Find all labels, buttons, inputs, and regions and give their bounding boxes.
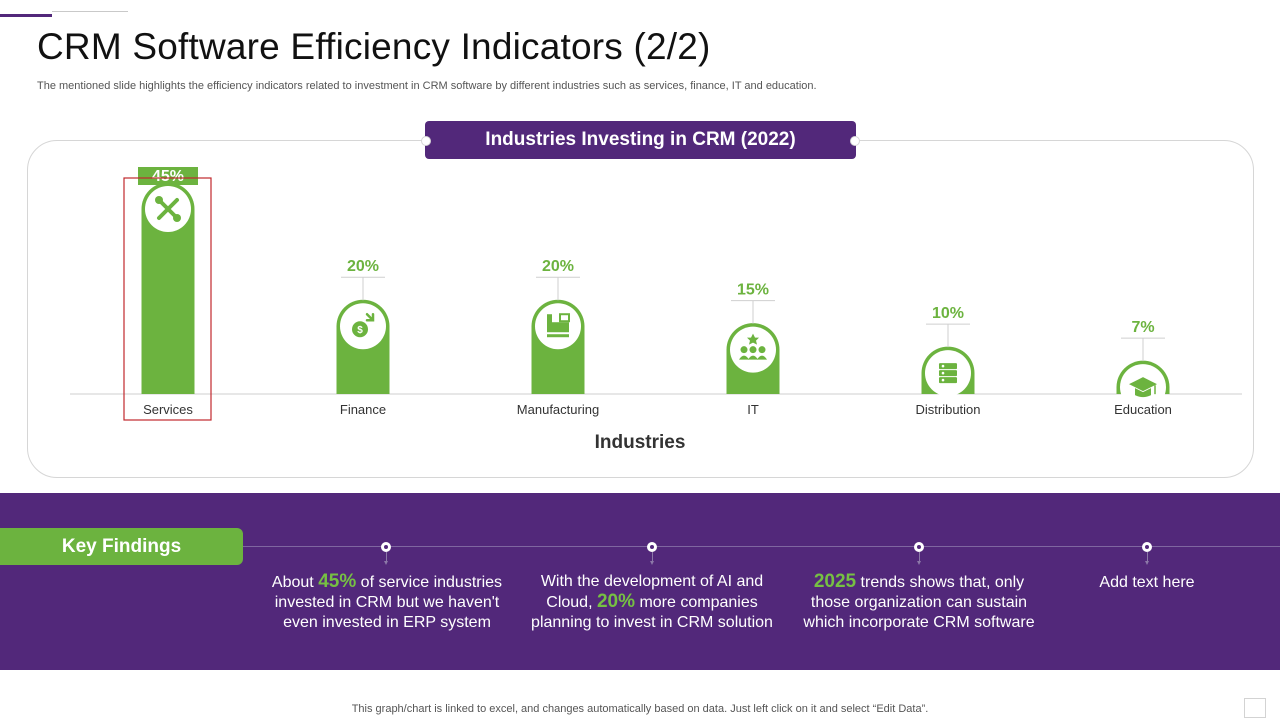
x-tick-label: Education (1114, 402, 1172, 417)
finding-2-post: more companies planning to invest in CRM… (531, 594, 773, 631)
server-icon (939, 363, 957, 384)
x-axis-title: Industries (594, 432, 686, 453)
timeline-dot-2 (647, 542, 657, 552)
value-label: 15% (737, 282, 769, 299)
bar-services (141, 182, 195, 394)
finding-1-post: of service industries invested in CRM bu… (274, 574, 503, 631)
finding-2-highlight: 20% (596, 591, 635, 612)
slide-corner-box (1244, 698, 1266, 718)
timeline-arrow-icon (384, 561, 388, 565)
timeline-dot-3 (914, 542, 924, 552)
x-tick-label: Services (143, 402, 193, 417)
timeline-arrow-icon (1145, 561, 1149, 565)
timeline-arrow-icon (650, 561, 654, 565)
chart-card (27, 140, 1254, 478)
value-label: 20% (542, 258, 574, 275)
finding-4[interactable]: Add text here (1022, 572, 1272, 593)
timeline-dot-1 (381, 542, 391, 552)
finding-4-placeholder[interactable]: Add text here (1099, 574, 1195, 591)
key-findings-badge: Key Findings (0, 528, 243, 565)
title-accent-rule (52, 11, 128, 12)
value-label: 45% (152, 168, 184, 185)
team-icon (739, 333, 767, 360)
finding-2-pre: With the development of AI and Cloud, (540, 573, 764, 611)
finding-2: With the development of AI and Cloud, 20… (527, 572, 777, 633)
x-tick-label: Finance (340, 402, 386, 417)
value-label: 20% (347, 258, 379, 275)
finding-3-post: trends shows that, only those organizati… (803, 574, 1035, 631)
x-tick-label: Distribution (915, 402, 980, 417)
svg-text:$: $ (357, 325, 363, 336)
timeline-dot-4 (1142, 542, 1152, 552)
page-title: CRM Software Efficiency Indicators (2/2) (37, 26, 711, 67)
footer-note: This graph/chart is linked to excel, and… (351, 703, 929, 715)
timeline-stem (919, 552, 920, 562)
finding-1: About 45% of service industries invested… (262, 572, 512, 633)
timeline-stem (1147, 552, 1148, 562)
value-label: 7% (1131, 319, 1154, 336)
x-tick-label: Manufacturing (517, 402, 599, 417)
finding-3: 2025 trends shows that, only those organ… (794, 572, 1044, 633)
factory-icon (547, 313, 570, 338)
value-label-box (138, 167, 198, 185)
graduation-cap-icon (1129, 377, 1157, 398)
bar-chart[interactable]: 45% Services $20% Finance 20% Manufacturing 15… (0, 0, 1280, 480)
timeline-stem (652, 552, 653, 562)
finding-1-pre: About (271, 574, 319, 591)
chart-title: Industries Investing in CRM (2022) (421, 121, 860, 159)
value-label: 10% (932, 305, 964, 322)
x-tick-label: IT (747, 402, 759, 417)
finding-3-highlight: 2025 (813, 571, 857, 592)
title-accent-bar (0, 14, 52, 17)
highlight-frame (123, 177, 212, 421)
timeline-stem (386, 552, 387, 562)
timeline-arrow-icon (917, 561, 921, 565)
finding-1-highlight: 45% (318, 571, 357, 592)
money-growth-icon: $ (352, 312, 375, 338)
page-subtitle: The mentioned slide highlights the effic… (37, 80, 817, 92)
findings-timeline (243, 546, 1280, 547)
key-findings-panel (0, 493, 1280, 670)
tools-icon (155, 196, 181, 222)
